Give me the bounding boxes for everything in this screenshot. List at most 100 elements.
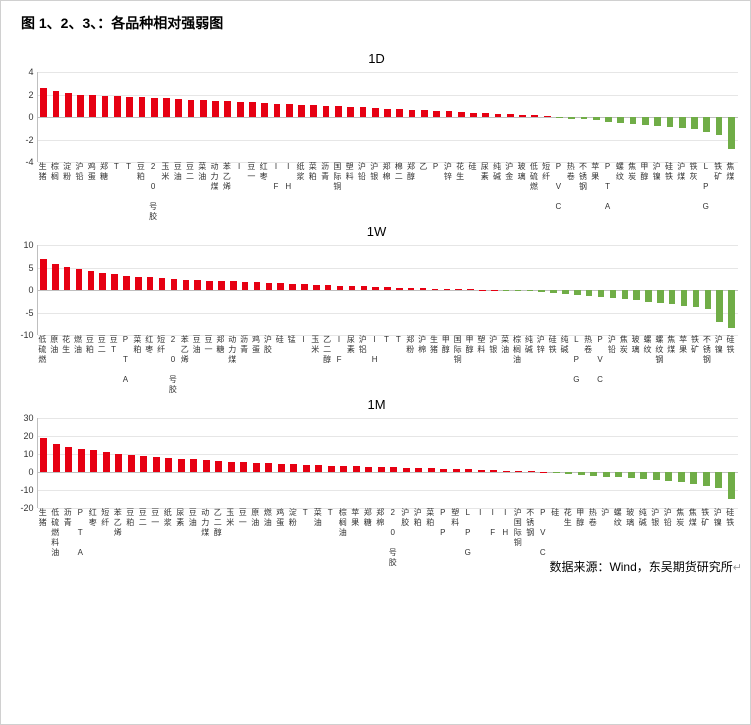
chart-bar xyxy=(153,457,160,472)
chart-bar xyxy=(408,288,415,290)
x-tick-label: P V C xyxy=(594,335,606,385)
chart-bar xyxy=(183,280,190,290)
chart-bar xyxy=(615,472,622,477)
chart-bar xyxy=(171,279,178,290)
chart-bar xyxy=(40,88,47,117)
x-tick-label: 郑醇 xyxy=(405,162,417,182)
chart-bar xyxy=(565,472,572,474)
x-tick-label: 焦煤 xyxy=(665,335,677,355)
chart-bar xyxy=(455,289,462,290)
chart-bar xyxy=(440,469,447,472)
chart-bar xyxy=(716,117,723,135)
chart-bar xyxy=(203,460,210,472)
x-tick-label: 沪国际铜 xyxy=(512,508,525,548)
x-tick-label: 苯乙烯 xyxy=(179,335,191,365)
chart-bar xyxy=(679,117,686,128)
x-tick-label: 菜粕 xyxy=(424,508,437,528)
x-tick-label: 豆一 xyxy=(245,162,257,182)
cursor-mark: ↵ xyxy=(733,562,742,574)
x-tick-label: 短纤 xyxy=(99,508,112,528)
chart-title: 1D xyxy=(17,51,737,66)
chart-bar xyxy=(90,450,97,472)
x-tick-label: 原油 xyxy=(249,508,262,528)
chart-bar xyxy=(515,290,522,291)
chart-bar xyxy=(135,277,142,291)
chart-bar xyxy=(538,290,545,292)
chart-bar xyxy=(278,464,285,472)
chart-bar xyxy=(328,466,335,472)
x-tick-label: 螺纹 xyxy=(642,335,654,355)
y-tick-label: -20 xyxy=(14,503,34,513)
x-tick-label: 菜油 xyxy=(312,508,325,528)
x-tick-label: 沪煤 xyxy=(675,162,687,182)
x-tick-label: 豆二 xyxy=(184,162,196,182)
chart-bar xyxy=(228,462,235,472)
x-tick-label: 焦炭 xyxy=(618,335,630,355)
x-tick-label: 2 0 号胶 xyxy=(387,508,400,568)
x-tick-label: 鸡蛋 xyxy=(274,508,287,528)
x-tick-label: 豆粕 xyxy=(124,508,137,528)
x-tick-label: 热卷 xyxy=(582,335,594,355)
chart-bar xyxy=(301,284,308,290)
y-tick-label: -10 xyxy=(14,330,34,340)
chart-bar xyxy=(103,452,110,472)
x-tick-label: 短纤 xyxy=(155,335,167,355)
x-tick-label: 燃油 xyxy=(262,508,275,528)
chart-bar xyxy=(253,463,260,472)
chart-bar xyxy=(390,467,397,472)
x-tick-label: 豆油 xyxy=(172,162,184,182)
x-tick-label: P P xyxy=(437,508,450,538)
chart-bar xyxy=(365,467,372,472)
figure-title: 图 1、2、3、：各品种相对强弱图 xyxy=(1,1,751,33)
chart-bar xyxy=(76,269,83,290)
chart-bar xyxy=(482,113,489,117)
chart-bar xyxy=(653,472,660,480)
charts-container: 1D-4-2024生猪棕榈淀粉沪铅鸡蛋郑糖TT豆粕2 0 号胶玉米豆油豆二菜油动… xyxy=(1,51,751,552)
chart-bar xyxy=(123,276,130,290)
x-tick-label: 豆油 xyxy=(187,508,200,528)
chart-bar xyxy=(421,110,428,117)
y-tick-label: 0 xyxy=(14,285,34,295)
chart-bar xyxy=(40,438,47,472)
x-tick-label: 豆T xyxy=(108,335,120,355)
chart-bar xyxy=(266,283,273,290)
x-tick-label: 沪金 xyxy=(503,162,515,182)
x-tick-label: 沪铅 xyxy=(662,508,675,528)
chart-bar xyxy=(290,464,297,472)
chart-bar xyxy=(415,468,422,472)
x-tick-label: I H xyxy=(369,335,381,365)
y-tick-label: 0 xyxy=(14,467,34,477)
chart-bar xyxy=(128,455,135,472)
chart-bar xyxy=(490,470,497,472)
x-tick-label: 纯碱 xyxy=(637,508,650,528)
x-tick-label: I F xyxy=(333,335,345,365)
x-tick-label: 纯碱 xyxy=(491,162,503,182)
x-tick-label: 硅铁 xyxy=(724,508,737,528)
x-tick-label: 燃油 xyxy=(72,335,84,355)
chart-bar xyxy=(669,290,676,304)
chart-bar xyxy=(550,290,557,293)
chart-bar xyxy=(151,98,158,117)
chart-bar xyxy=(261,103,268,117)
chart-bar xyxy=(703,117,710,132)
x-tick-label: 纯碱 xyxy=(559,335,571,355)
chart-bar xyxy=(691,117,698,129)
y-tick-label: -4 xyxy=(14,157,34,167)
chart-bar xyxy=(478,470,485,472)
chart-bar xyxy=(378,467,385,472)
chart-bar xyxy=(372,287,379,290)
chart-bar xyxy=(458,112,465,117)
x-tick-label: 硅 xyxy=(549,508,562,518)
x-tick-label: 沥青 xyxy=(62,508,75,528)
x-tick-label: 沪银 xyxy=(368,162,380,182)
chart-bar xyxy=(165,458,172,472)
chart-bar xyxy=(200,100,207,117)
chart-bar xyxy=(396,288,403,290)
x-tick-label: 乙二醇 xyxy=(321,335,333,365)
x-tick-label: 硅铁 xyxy=(663,162,675,182)
y-tick-label: 20 xyxy=(14,431,34,441)
x-tick-label: T xyxy=(381,335,393,345)
x-tick-label: P T A xyxy=(74,508,87,558)
chart-bar xyxy=(519,115,526,117)
chart-bar xyxy=(139,97,146,117)
